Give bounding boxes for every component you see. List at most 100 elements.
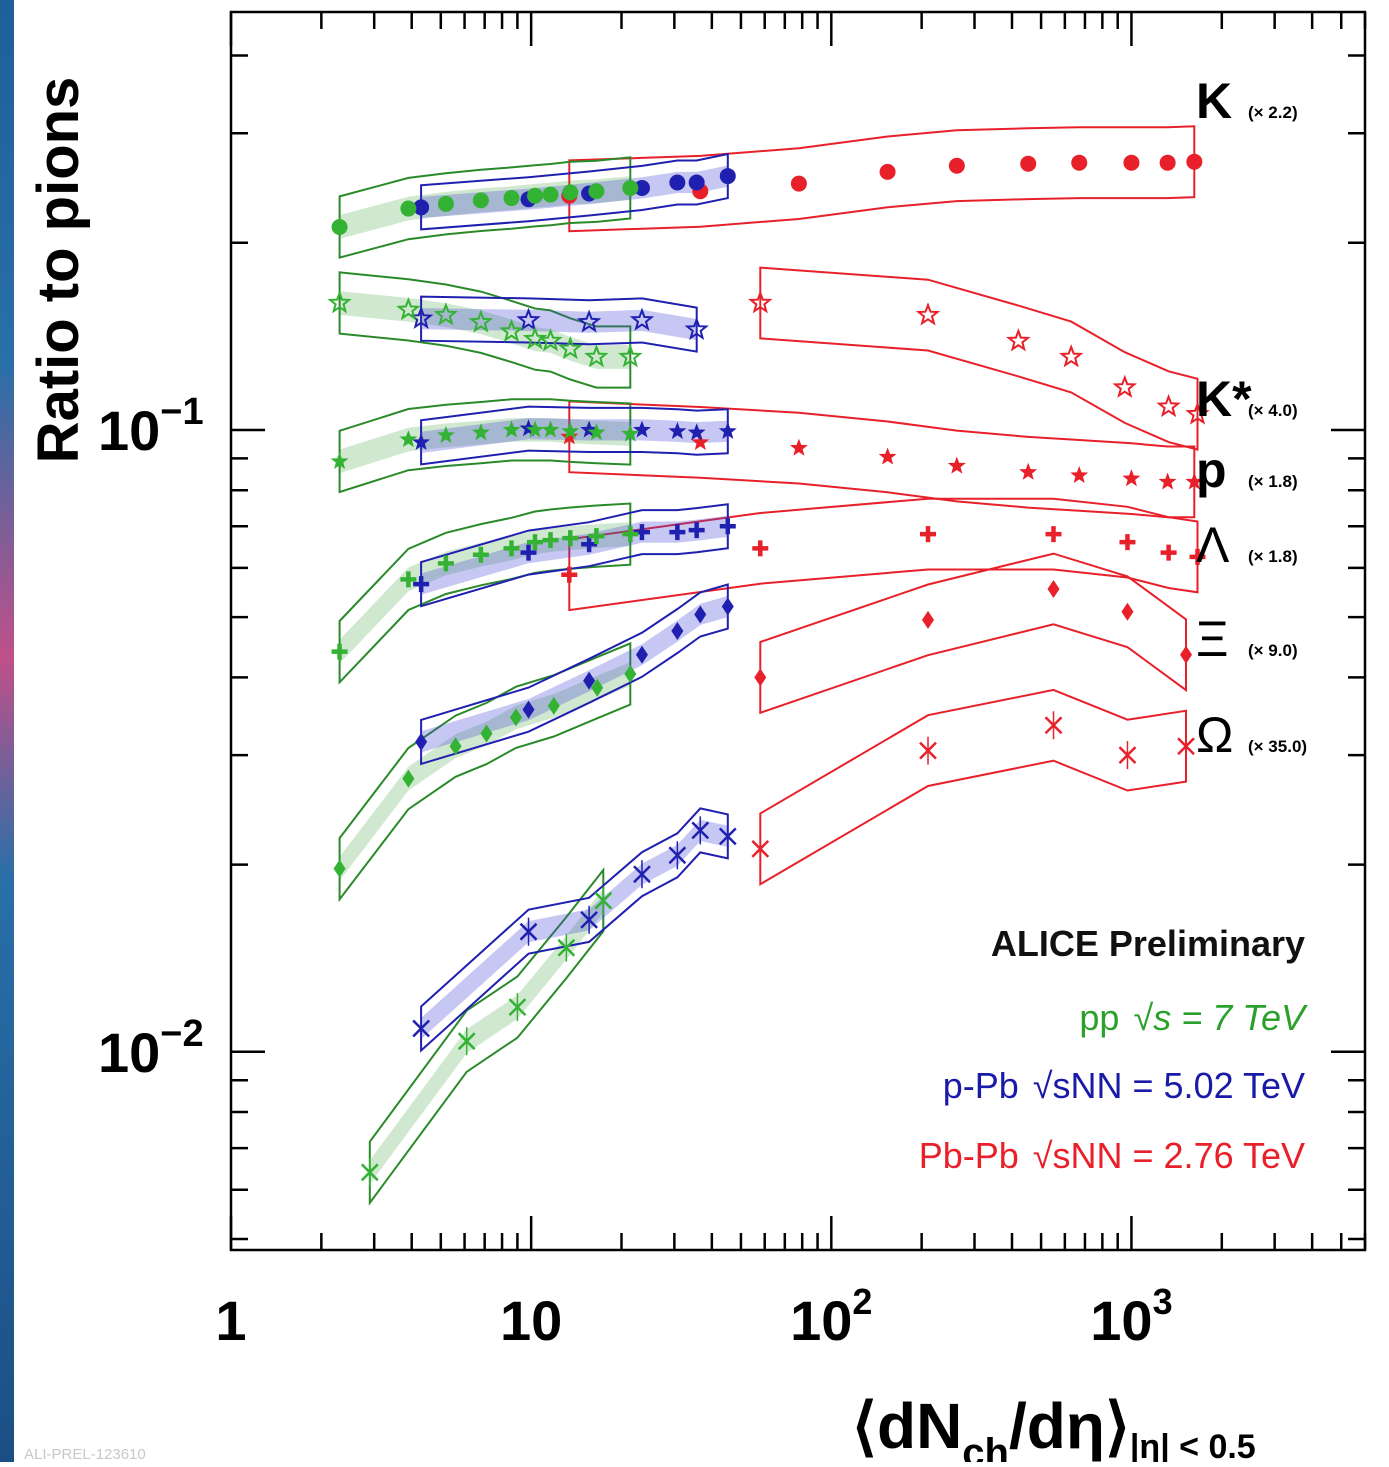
point-pp-g3-9 [622, 526, 639, 543]
point-pp-g5-2 [508, 993, 527, 1022]
particle-label-1: K* [1196, 371, 1252, 427]
point-PbPb-g0-2 [790, 175, 807, 192]
band-pPb-g2 [420, 405, 729, 466]
point-PbPb-g2-2 [789, 438, 808, 456]
point-PbPb-g4-2 [1047, 579, 1060, 598]
point-PbPb-g4-0 [754, 668, 767, 687]
point-pPb-g3-6 [719, 518, 736, 535]
band-PbPb-g5 [759, 688, 1187, 886]
band-pp-g2 [338, 398, 632, 494]
band-PbPb-g3 [568, 497, 1199, 612]
point-pp-g0-4 [503, 190, 520, 207]
point-PbPb-g0-6 [1071, 154, 1088, 171]
point-PbPb-g2-6 [1070, 465, 1089, 484]
x-tick-exp: 2 [852, 1281, 872, 1322]
point-pp-g4-0 [333, 859, 346, 878]
point-PbPb-g5-4 [1177, 732, 1195, 761]
legend-entry-pbpb: Pb-Pb √sNN = 2.76 TeV [919, 1135, 1305, 1176]
point-pPb-g0-6 [719, 168, 736, 185]
point-pp-g0-9 [622, 179, 639, 196]
point-PbPb-g3-1 [752, 540, 769, 557]
point-pp-g4-7 [624, 665, 637, 684]
x-tick-label-0: 1 [215, 1289, 246, 1352]
point-PbPb-g3-3 [1045, 526, 1062, 543]
band-pp-g3 [338, 502, 632, 685]
point-PbPb-g1-2 [1006, 328, 1031, 352]
figure-reference: ALI-PREL-123610 [24, 1446, 146, 1463]
scale-label-2: (× 1.8) [1248, 472, 1298, 491]
band-PbPb-g2 [568, 400, 1196, 519]
point-PbPb-g2-7 [1122, 469, 1141, 487]
band-pp-g4 [338, 641, 632, 903]
point-pp-g1-6 [538, 328, 563, 352]
y-tick-exp: −1 [160, 391, 203, 433]
point-pPb-g0-4 [669, 174, 686, 191]
point-pp-g5-3 [557, 933, 576, 962]
point-pp-g1-1 [396, 296, 421, 321]
point-PbPb-g5-1 [919, 736, 937, 765]
point-pp-g2-3 [471, 423, 490, 441]
band-fill-pPb-g3 [421, 515, 728, 595]
point-PbPb-g1-0 [748, 290, 773, 314]
point-pp-g3-6 [542, 532, 559, 549]
point-pp-g1-7 [558, 336, 583, 360]
point-pp-g3-1 [400, 571, 417, 588]
point-pp-g5-4 [594, 886, 613, 915]
alice-preliminary-label: ALICE Preliminary [991, 923, 1305, 964]
scale-label-3: (× 1.8) [1248, 547, 1298, 566]
band-PbPb-g4 [759, 552, 1187, 715]
point-pPb-g4-6 [721, 597, 734, 616]
scale-label-5: (× 35.0) [1248, 737, 1307, 756]
point-pp-g1-8 [584, 344, 609, 368]
point-pPb-g4-4 [671, 621, 684, 640]
particle-label-5: Ω [1196, 707, 1233, 763]
band-fill-pp-g4 [339, 662, 631, 881]
point-pp-g3-5 [527, 534, 543, 551]
point-pp-g5-0 [360, 1158, 379, 1187]
x-axis-label: ⟨dNch/dη⟩|η| < 0.5 [852, 1390, 1256, 1462]
point-PbPb-g1-4 [1112, 374, 1138, 398]
point-PbPb-g4-3 [1121, 602, 1134, 621]
point-pPb-g4-1 [522, 700, 535, 719]
point-PbPb-g3-6 [1189, 548, 1206, 565]
legend-entry-pp: pp √s = 7 TeV [1079, 997, 1308, 1038]
point-pp-g2-0 [330, 451, 349, 470]
scale-label-4: (× 9.0) [1248, 641, 1298, 660]
band-pPb-g0 [420, 152, 729, 231]
point-PbPb-g1-6 [1185, 401, 1210, 425]
point-pPb-g2-3 [633, 420, 651, 438]
point-pPb-g0-0 [413, 199, 430, 216]
point-pPb-g1-1 [516, 307, 541, 331]
point-pPb-g4-0 [415, 732, 428, 751]
x-tick-exp: 3 [1153, 1281, 1173, 1322]
point-pp-g0-1 [400, 200, 417, 217]
band-fill-pPb-g4 [421, 595, 728, 753]
point-PbPb-g0-3 [879, 163, 896, 180]
point-pPb-g5-0 [412, 1014, 431, 1043]
data-points [327, 153, 1210, 1187]
point-pp-g0-0 [331, 219, 348, 236]
point-PbPb-g2-5 [1019, 462, 1038, 480]
point-pp-g3-2 [437, 555, 454, 572]
point-pp-g3-3 [472, 546, 489, 563]
background-strip [0, 0, 14, 1462]
point-pPb-g5-5 [691, 816, 710, 845]
point-pPb-g3-4 [669, 524, 686, 541]
point-pPb-g2-6 [718, 421, 737, 439]
point-PbPb-g2-8 [1158, 472, 1177, 490]
point-pp-g0-6 [542, 186, 559, 203]
point-pPb-g0-5 [688, 174, 705, 191]
band-pPb-g4 [420, 583, 729, 766]
point-pPb-g4-3 [635, 645, 648, 664]
point-pp-g2-8 [587, 423, 606, 441]
band-pp-g5 [368, 867, 605, 1206]
particle-labels: K (× 2.2) K*(× 4.0) p (× 1.8) Λ (× 1.8) Ξ (× 9.0… [1196, 73, 1307, 763]
point-PbPb-g3-4 [1119, 534, 1136, 551]
point-PbPb-g2-4 [947, 456, 966, 474]
point-pp-g3-8 [588, 528, 605, 545]
point-PbPb-g0-7 [1123, 154, 1140, 171]
scale-label-0: (× 2.2) [1248, 103, 1298, 122]
band-pPb-g5 [420, 807, 729, 1053]
point-pPb-g1-4 [684, 316, 709, 341]
